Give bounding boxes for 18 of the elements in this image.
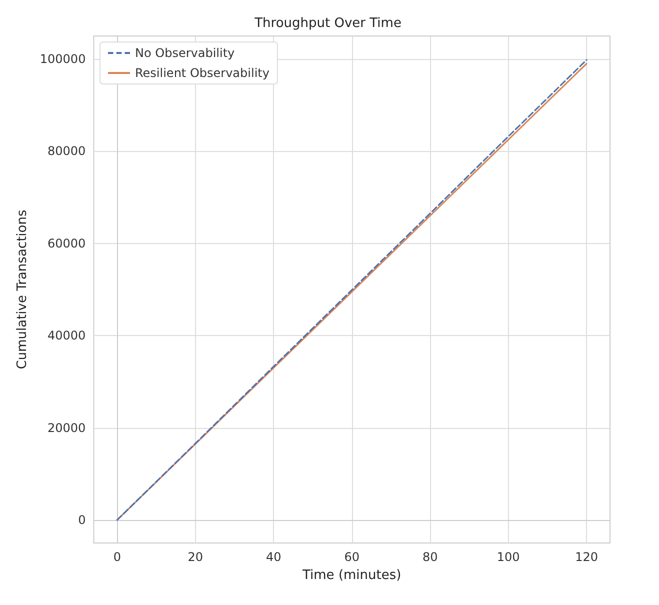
y-tick-label: 80000 xyxy=(48,144,86,158)
x-tick-label: 40 xyxy=(266,550,282,564)
chart-title: Throughput Over Time xyxy=(254,16,402,31)
legend-label: Resilient Observability xyxy=(135,66,270,80)
legend-label: No Observability xyxy=(135,46,235,60)
x-tick-label: 60 xyxy=(344,550,360,564)
x-tick-label: 20 xyxy=(188,550,204,564)
y-tick-label: 60000 xyxy=(48,236,86,250)
x-tick-label: 120 xyxy=(575,550,598,564)
y-tick-label: 100000 xyxy=(40,52,86,66)
x-axis-title: Time (minutes) xyxy=(301,568,402,583)
y-tick-label: 20000 xyxy=(48,420,86,435)
y-axis-title: Cumulative Transactions xyxy=(15,210,30,370)
x-tick-label: 0 xyxy=(113,550,121,564)
x-tick-label: 100 xyxy=(496,550,520,564)
y-tick-label: 0 xyxy=(78,512,86,527)
y-tick-label: 40000 xyxy=(48,328,86,343)
x-tick-label: 80 xyxy=(422,550,438,564)
